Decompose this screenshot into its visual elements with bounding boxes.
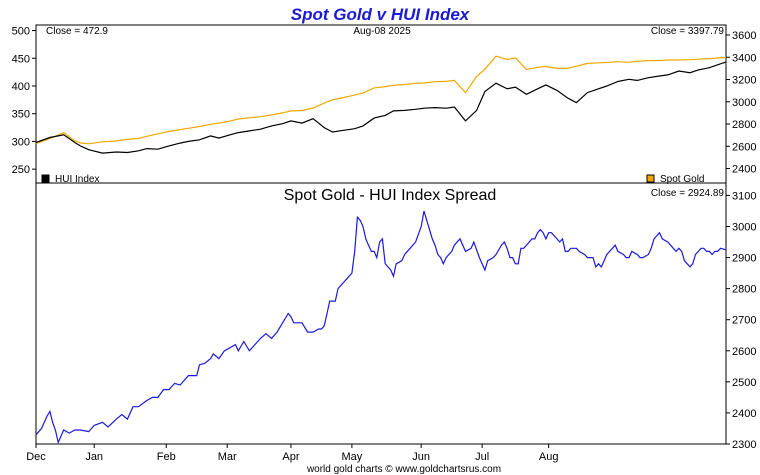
x-tick-label: Mar	[218, 451, 237, 463]
spread-tick-label: 2800	[732, 284, 756, 296]
right-axis: 2400 2600 2800 3000 3200 3400 3600	[726, 30, 756, 176]
x-tick-label: Jan	[85, 451, 103, 463]
left-tick-label: 450	[12, 53, 30, 65]
right-tick-label: 2400	[732, 164, 756, 176]
right-tick-label: 3000	[732, 97, 756, 109]
spread-series	[35, 210, 727, 445]
top-panel: Close = 472.9 Aug-08 2025 Close = 3397.7…	[12, 24, 756, 185]
left-tick-label: 500	[12, 26, 30, 38]
spread-tick-label: 2900	[732, 253, 756, 265]
left-tick-label: 350	[12, 109, 30, 121]
x-axis: Dec Jan Feb Mar Apr May Jun Jul Aug	[26, 444, 558, 463]
right-tick-label: 3600	[732, 30, 756, 42]
spread-axis: 2300 2400 2500 2600 2700 2800 2900 3000 3100	[726, 190, 756, 451]
x-tick-label: Aug	[539, 451, 559, 463]
close-left-label: Close = 472.9	[46, 26, 108, 37]
right-tick-label: 2800	[732, 119, 756, 131]
left-axis: 250 300 350 400 450 500	[12, 26, 36, 176]
spread-tick-label: 2300	[732, 439, 756, 451]
chart-title: Spot Gold v HUI Index	[291, 5, 471, 24]
left-tick-label: 250	[12, 164, 30, 176]
left-tick-label: 300	[12, 136, 30, 148]
x-tick-label: May	[342, 451, 363, 463]
spread-line	[35, 210, 727, 445]
x-tick-label: Jul	[475, 451, 489, 463]
top-panel-frame	[35, 24, 727, 184]
spread-tick-label: 3100	[732, 190, 756, 202]
right-tick-label: 3200	[732, 75, 756, 87]
x-tick-label: Dec	[26, 451, 46, 463]
spot-gold-line	[35, 55, 727, 145]
right-tick-label: 2600	[732, 141, 756, 153]
spread-title: Spot Gold - HUI Index Spread	[284, 187, 497, 204]
hui-index-line	[35, 61, 727, 154]
spread-tick-label: 2500	[732, 377, 756, 389]
legend-hui-label: HUI Index	[55, 174, 99, 185]
footer-credit: world gold charts © www.goldchartsrus.co…	[306, 464, 501, 475]
x-tick-label: Apr	[282, 451, 299, 463]
legend-gold-label: Spot Gold	[660, 174, 704, 185]
legend-hui-swatch	[41, 174, 50, 183]
legend-gold-swatch	[646, 174, 655, 183]
x-tick-label: Jun	[412, 451, 430, 463]
spread-tick-label: 3000	[732, 222, 756, 234]
bottom-panel: Spot Gold - HUI Index Spread Close = 292…	[26, 182, 756, 463]
close-right-label: Close = 3397.79	[651, 26, 725, 37]
spread-tick-label: 2700	[732, 315, 756, 327]
right-tick-label: 3400	[732, 52, 756, 64]
spread-tick-label: 2600	[732, 346, 756, 358]
spread-tick-label: 2400	[732, 408, 756, 420]
left-tick-label: 400	[12, 81, 30, 93]
date-label: Aug-08 2025	[353, 26, 411, 37]
spread-close-label: Close = 2924.89	[651, 188, 725, 199]
bottom-panel-frame	[35, 182, 727, 445]
x-tick-label: Feb	[157, 451, 176, 463]
top-series	[35, 55, 727, 154]
